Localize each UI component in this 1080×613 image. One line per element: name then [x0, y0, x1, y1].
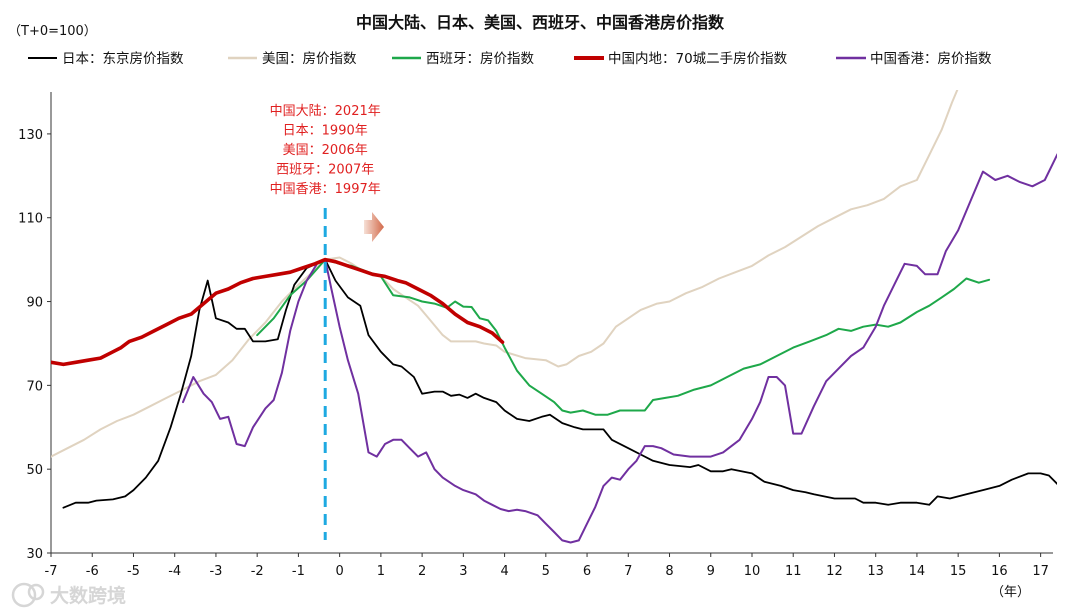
plot-area [51, 90, 1057, 544]
annotation-line: 西班牙：2007年 [276, 163, 374, 178]
x-tick-label: -7 [45, 564, 58, 579]
chart-title: 中国大陆、日本、美国、西班牙、中国香港房价指数 [356, 13, 725, 32]
y-tick-label: 130 [18, 128, 43, 143]
unit-label: （T+0=100） [8, 24, 97, 39]
y-tick-label: 30 [26, 547, 43, 562]
legend-label-usa: 美国：房价指数 [262, 51, 357, 67]
x-tick-label: 16 [991, 564, 1008, 579]
y-tick-label: 90 [26, 296, 43, 311]
direction-arrow-icon [364, 212, 384, 242]
legend-label-hongkong: 中国香港：房价指数 [870, 51, 992, 67]
x-tick-label: -6 [86, 564, 99, 579]
x-tick-label: 15 [950, 564, 967, 579]
annotation-line: 美国：2006年 [283, 143, 368, 158]
annotation-line: 中国香港：1997年 [270, 182, 381, 197]
x-tick-label: 12 [826, 564, 843, 579]
legend-label-mainland: 中国内地：70城二手房价指数 [608, 51, 788, 67]
x-tick-label: 17 [1032, 564, 1049, 579]
x-tick-label: -5 [127, 564, 140, 579]
annotation-line: 日本：1990年 [283, 124, 368, 139]
x-tick-label: -3 [209, 564, 222, 579]
series-line-mainland [51, 257, 505, 367]
x-tick-label: 14 [909, 564, 926, 579]
watermark-logo-icon-inner [27, 583, 45, 601]
series-line-japan [62, 258, 1057, 509]
watermark-text: 大数跨境 [50, 584, 126, 607]
annotation-line: 中国大陆：2021年 [270, 103, 381, 119]
x-tick-label: -4 [168, 564, 181, 579]
legend-label-japan: 日本：东京房价指数 [62, 51, 184, 67]
x-tick-label: 6 [583, 564, 591, 579]
x-tick-label: 4 [500, 564, 508, 579]
annotation: 中国大陆：2021年日本：1990年美国：2006年西班牙：2007年中国香港：… [270, 103, 384, 540]
x-tick-label: -1 [292, 564, 305, 579]
x-tick-label: 9 [707, 564, 715, 579]
y-tick-label: 70 [26, 379, 43, 394]
watermark-logo-icon [11, 582, 37, 608]
x-tick-label: 5 [542, 564, 550, 579]
x-tick-label: 7 [624, 564, 632, 579]
x-tick-label: 8 [665, 564, 673, 579]
x-tick-label: -2 [251, 564, 264, 579]
x-tick-label: 3 [459, 564, 467, 579]
x-axis-label: （年） [991, 585, 1030, 600]
watermark: 大数跨境 [11, 582, 126, 608]
x-tick-label: 11 [785, 564, 802, 579]
x-tick-label: 2 [418, 564, 426, 579]
legend: 日本：东京房价指数 美国：房价指数 西班牙：房价指数 中国内地：70城二手房价指… [28, 51, 992, 67]
series-line-spain [256, 258, 991, 416]
y-tick-label: 110 [18, 212, 43, 227]
series-line-usa [51, 90, 959, 458]
x-tick-label: 1 [377, 564, 385, 579]
y-tick-label: 50 [26, 463, 43, 478]
x-tick-label: 0 [336, 564, 344, 579]
legend-label-spain: 西班牙：房价指数 [426, 51, 534, 67]
x-tick-label: 10 [744, 564, 761, 579]
x-tick-label: 13 [867, 564, 884, 579]
